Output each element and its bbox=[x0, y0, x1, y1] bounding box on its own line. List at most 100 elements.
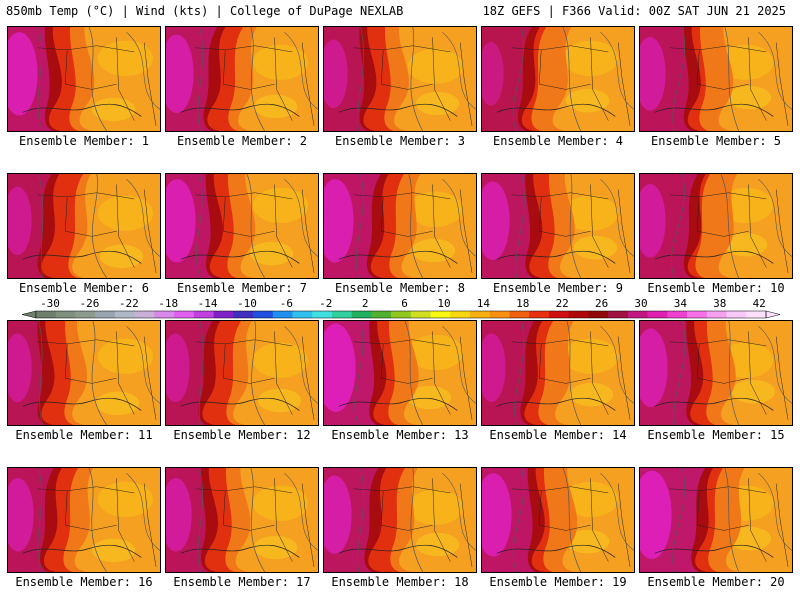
ensemble-member-label: Ensemble Member: 1 bbox=[18, 134, 150, 148]
colorbar-segment bbox=[588, 311, 609, 318]
colorbar-segment bbox=[253, 311, 274, 318]
ensemble-member-map bbox=[323, 173, 477, 279]
colorbar-segment bbox=[687, 311, 708, 318]
colorbar-segment bbox=[509, 311, 530, 318]
colorbar-tick-label: 34 bbox=[674, 297, 688, 310]
ensemble-member-label: Ensemble Member: 14 bbox=[489, 428, 627, 442]
colorbar-segment bbox=[154, 311, 175, 318]
ensemble-member-map bbox=[165, 173, 319, 279]
valid-time: 18Z GEFS | F366 Valid: 00Z SAT JUN 21 20… bbox=[482, 4, 786, 18]
colorbar-segment bbox=[174, 311, 195, 318]
colorbar-segment bbox=[667, 311, 688, 318]
ensemble-member-map bbox=[639, 467, 793, 573]
colorbar-segment bbox=[706, 311, 727, 318]
colorbar-high-arrow bbox=[765, 310, 781, 319]
colorbar-tick-label: 22 bbox=[556, 297, 569, 310]
ensemble-member-map bbox=[481, 467, 635, 573]
ensemble-member-map bbox=[639, 173, 793, 279]
colorbar-tick-label: 6 bbox=[401, 297, 408, 310]
colorbar-tick-label: 2 bbox=[362, 297, 369, 310]
colorbar-tick-label: 14 bbox=[477, 297, 491, 310]
colorbar-segment bbox=[647, 311, 668, 318]
colorbar-segment bbox=[450, 311, 471, 318]
ensemble-member-map bbox=[165, 26, 319, 132]
ensemble-member-label: Ensemble Member: 9 bbox=[492, 281, 624, 295]
ensemble-member-label: Ensemble Member: 4 bbox=[492, 134, 624, 148]
ensemble-member-map bbox=[323, 320, 477, 426]
colorbar-segment bbox=[391, 311, 412, 318]
colorbar-segment bbox=[272, 311, 293, 318]
ensemble-member-label: Ensemble Member: 13 bbox=[331, 428, 469, 442]
colorbar-segment bbox=[548, 311, 570, 318]
colorbar-segment bbox=[193, 311, 214, 318]
ensemble-member-label: Ensemble Member: 8 bbox=[334, 281, 466, 295]
colorbar-tick-label: 26 bbox=[595, 297, 608, 310]
colorbar-outline bbox=[35, 310, 767, 319]
ensemble-member-label: Ensemble Member: 3 bbox=[334, 134, 466, 148]
ensemble-member-label: Ensemble Member: 5 bbox=[650, 134, 782, 148]
ensemble-member-map bbox=[7, 173, 161, 279]
temperature-colorbar: -30 -26 -22 -18 -14 -10 -6 -2 2 6 10 14 18 22 26 30 34 38… bbox=[14, 296, 786, 322]
map-title: 850mb Temp (°C) | Wind (kts) | College o… bbox=[6, 4, 404, 18]
colorbar-tick-label: 30 bbox=[634, 297, 647, 310]
colorbar-tick-label: 38 bbox=[713, 297, 726, 310]
colorbar-tick-label: -22 bbox=[119, 297, 139, 310]
ensemble-member-map bbox=[481, 173, 635, 279]
colorbar-segment bbox=[489, 311, 510, 318]
colorbar-segment bbox=[134, 311, 155, 318]
colorbar-tick-label: -14 bbox=[198, 297, 218, 310]
ensemble-member-label: Ensemble Member: 10 bbox=[647, 281, 785, 295]
ensemble-member-label: Ensemble Member: 11 bbox=[15, 428, 153, 442]
colorbar-segment bbox=[233, 311, 254, 318]
ensemble-member-label: Ensemble Member: 6 bbox=[18, 281, 150, 295]
colorbar-segment bbox=[292, 311, 313, 318]
colorbar-tick-label: 18 bbox=[516, 297, 529, 310]
colorbar-tick-label: -30 bbox=[40, 297, 60, 310]
ensemble-member-label: Ensemble Member: 12 bbox=[173, 428, 311, 442]
ensemble-member-label: Ensemble Member: 15 bbox=[647, 428, 785, 442]
colorbar-tick-label: -10 bbox=[237, 297, 257, 310]
colorbar-segment bbox=[627, 311, 648, 318]
colorbar-segment bbox=[430, 311, 451, 318]
ensemble-member-label: Ensemble Member: 17 bbox=[173, 575, 311, 589]
colorbar-segment bbox=[371, 311, 392, 318]
ensemble-member-label: Ensemble Member: 18 bbox=[331, 575, 469, 589]
colorbar-segment bbox=[114, 311, 135, 318]
ensemble-member-label: Ensemble Member: 16 bbox=[15, 575, 153, 589]
colorbar-segment bbox=[529, 311, 550, 318]
colorbar-segment bbox=[55, 311, 76, 318]
colorbar-tick-label: -18 bbox=[158, 297, 178, 310]
colorbar-segment bbox=[568, 311, 589, 318]
colorbar-segment bbox=[470, 311, 491, 318]
ensemble-member-map bbox=[481, 26, 635, 132]
colorbar-segment bbox=[331, 311, 352, 318]
ensemble-member-label: Ensemble Member: 2 bbox=[176, 134, 308, 148]
ensemble-member-map bbox=[165, 467, 319, 573]
ensemble-member-map bbox=[7, 320, 161, 426]
colorbar-segment bbox=[410, 311, 431, 318]
colorbar-segment bbox=[213, 311, 234, 318]
ensemble-member-map bbox=[639, 26, 793, 132]
colorbar-low-arrow bbox=[21, 310, 37, 319]
colorbar-segment bbox=[726, 311, 747, 318]
colorbar-tick-label: 42 bbox=[753, 297, 766, 310]
colorbar-segment bbox=[95, 311, 116, 318]
colorbar-tick-label: -26 bbox=[79, 297, 99, 310]
ensemble-member-map bbox=[165, 320, 319, 426]
ensemble-member-map bbox=[639, 320, 793, 426]
colorbar-segment bbox=[312, 311, 333, 318]
ensemble-member-map bbox=[7, 26, 161, 132]
colorbar-segment bbox=[351, 311, 372, 318]
colorbar-segment bbox=[36, 311, 57, 318]
colorbar-segment bbox=[608, 311, 629, 318]
colorbar-segment bbox=[746, 311, 767, 318]
ensemble-member-map bbox=[7, 467, 161, 573]
ensemble-member-map bbox=[323, 26, 477, 132]
colorbar-tick-label: -6 bbox=[280, 297, 293, 310]
ensemble-member-map bbox=[323, 467, 477, 573]
ensemble-member-label: Ensemble Member: 7 bbox=[176, 281, 308, 295]
colorbar-tick-label: -2 bbox=[319, 297, 332, 310]
ensemble-member-label: Ensemble Member: 19 bbox=[489, 575, 627, 589]
colorbar-tick-label: 10 bbox=[437, 297, 450, 310]
ensemble-member-label: Ensemble Member: 20 bbox=[647, 575, 785, 589]
